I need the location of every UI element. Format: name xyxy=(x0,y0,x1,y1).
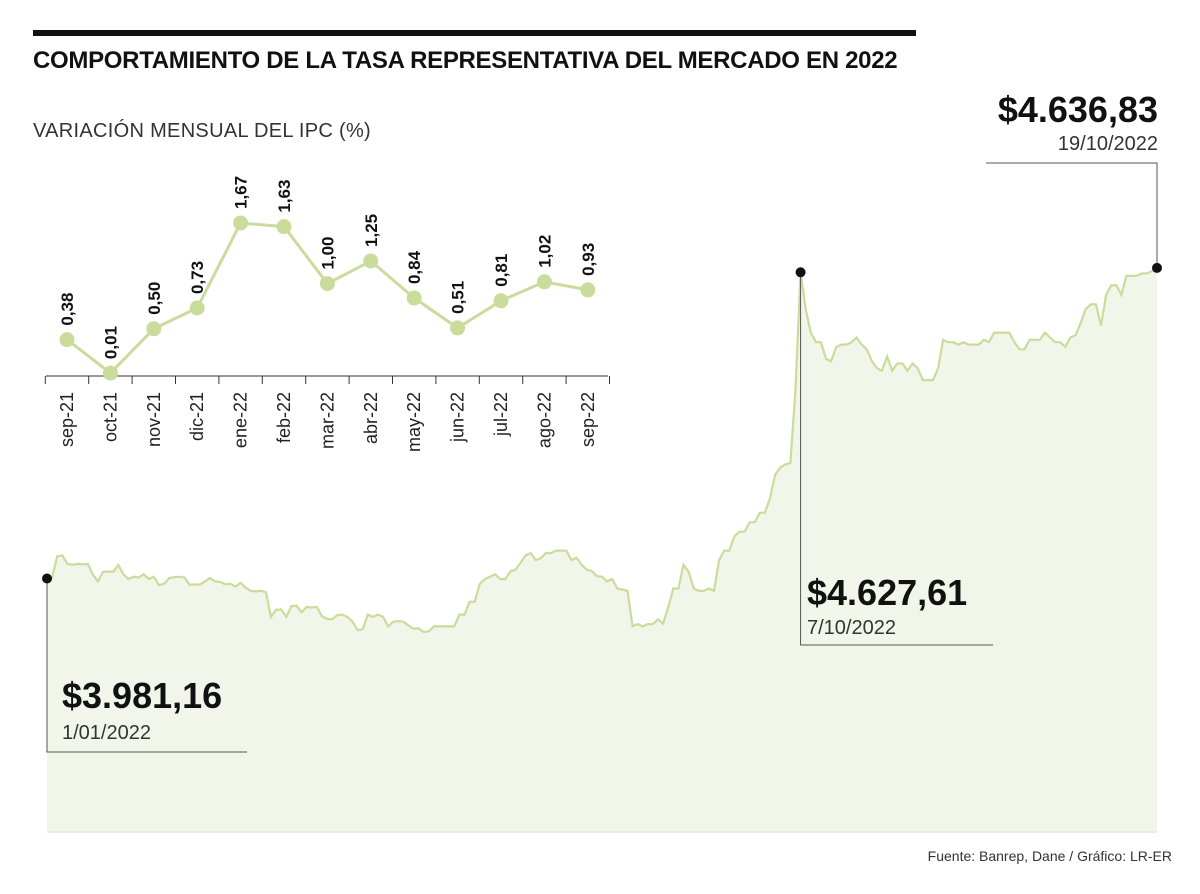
ipc-value-label: 1,63 xyxy=(275,180,294,213)
trm-series-line xyxy=(46,266,1158,634)
top-rule xyxy=(33,30,916,36)
annotation-peak-value: $4.627,61 xyxy=(807,572,967,613)
annotation-peak-date: 7/10/2022 xyxy=(807,617,896,639)
annotation-peak-dot xyxy=(795,267,806,278)
ipc-category-label: jun-22 xyxy=(448,392,468,443)
ipc-value-labels: 0,38 0,01 0,50 0,73 1,67 1,63 1,00 1,25 0,84 0,51… xyxy=(58,176,598,359)
ipc-category-label: nov-21 xyxy=(144,392,164,447)
trm-area-fill xyxy=(47,267,1157,832)
ipc-value-label: 0,73 xyxy=(188,261,207,294)
ipc-point xyxy=(233,215,249,231)
ipc-value-label: 1,00 xyxy=(318,236,337,269)
ipc-point xyxy=(102,365,118,381)
ipc-value-label: 1,67 xyxy=(232,176,251,209)
ipc-value-label: 1,25 xyxy=(362,214,381,247)
ipc-value-label: 0,93 xyxy=(579,243,598,276)
ipc-point xyxy=(536,274,552,290)
ipc-subtitle: VARIACIÓN MENSUAL DEL IPC (%) xyxy=(33,120,372,142)
source-note: Fuente: Banrep, Dane / Gráfico: LR-ER xyxy=(927,848,1172,864)
ipc-category-label: jul-22 xyxy=(491,392,511,437)
ipc-category-label: may-22 xyxy=(404,392,424,452)
ipc-value-label: 0,81 xyxy=(492,254,511,287)
ipc-category-label: ene-22 xyxy=(231,392,251,448)
ipc-category-label: dic-21 xyxy=(187,392,207,441)
ipc-point xyxy=(146,321,162,337)
ipc-category-label: ago-22 xyxy=(534,392,554,448)
ipc-category-labels: sep-21 oct-21 nov-21 dic-21 ene-22 feb-22 mar-… xyxy=(57,392,598,452)
ipc-points xyxy=(59,215,596,381)
ipc-inset-chart: 0,38 0,01 0,50 0,73 1,67 1,63 1,00 1,25 0,84 0,51… xyxy=(44,176,610,452)
ipc-value-label: 0,01 xyxy=(101,326,120,359)
ipc-ticks xyxy=(44,376,610,384)
ipc-point xyxy=(276,219,292,235)
annotation-start: $3.981,16 1/01/2022 xyxy=(42,573,247,753)
ipc-point xyxy=(450,320,466,336)
ipc-category-label: abr-22 xyxy=(361,392,381,444)
ipc-category-label: mar-22 xyxy=(317,392,337,449)
ipc-value-label: 0,51 xyxy=(449,281,468,314)
ipc-value-label: 1,02 xyxy=(535,235,554,268)
ipc-value-label: 0,84 xyxy=(405,250,424,284)
ipc-category-label: oct-21 xyxy=(100,392,120,442)
ipc-point xyxy=(363,253,379,269)
annotation-latest-dot xyxy=(1152,262,1162,273)
annotation-start-value: $3.981,16 xyxy=(62,675,222,716)
ipc-category-label: feb-22 xyxy=(274,392,294,443)
ipc-point xyxy=(59,332,75,348)
annotation-latest-date: 19/10/2022 xyxy=(1058,133,1158,155)
annotation-peak-leader xyxy=(800,272,993,646)
annotation-latest-leader xyxy=(986,162,1158,268)
ipc-point xyxy=(319,276,335,292)
ipc-category-label: sep-22 xyxy=(578,392,598,447)
ipc-value-label: 0,50 xyxy=(145,282,164,315)
ipc-point xyxy=(493,293,509,309)
annotation-start-leader xyxy=(46,578,247,753)
chart-title: COMPORTAMIENTO DE LA TASA REPRESENTATIVA… xyxy=(33,47,898,74)
ipc-point xyxy=(189,300,205,316)
annotation-start-date: 1/01/2022 xyxy=(62,722,151,744)
annotation-peak: $4.627,61 7/10/2022 xyxy=(795,267,993,646)
annotation-latest: $4.636,83 19/10/2022 xyxy=(986,89,1162,273)
annotation-start-dot xyxy=(42,573,52,584)
ipc-category-label: sep-21 xyxy=(57,392,77,447)
ipc-value-label: 0,38 xyxy=(58,293,77,326)
annotation-latest-value: $4.636,83 xyxy=(998,89,1158,130)
ipc-point xyxy=(406,290,422,306)
trm-area-chart: $3.981,16 1/01/2022 $4.627,61 7/10/2022 … xyxy=(42,89,1162,833)
ipc-point xyxy=(580,282,596,298)
